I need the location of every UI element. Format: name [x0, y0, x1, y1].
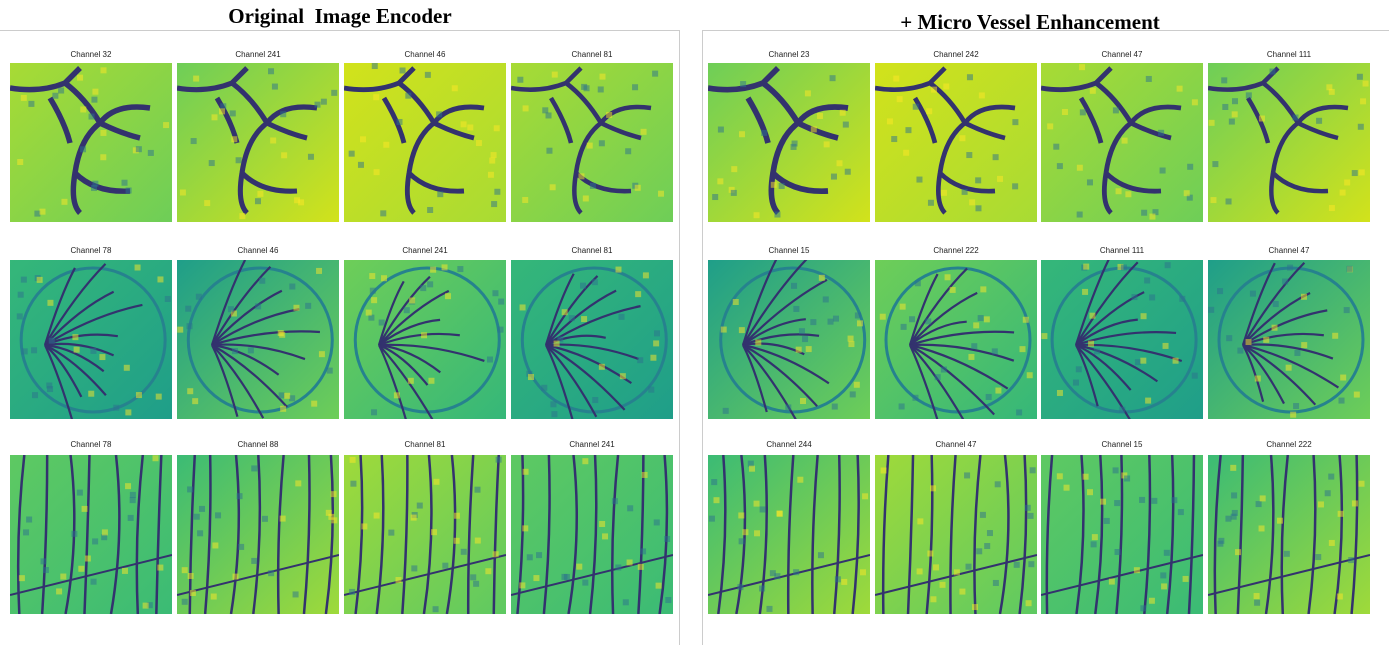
channel-label: Channel 244: [708, 440, 870, 449]
channel-label: Channel 88: [177, 440, 339, 449]
channel-label: Channel 111: [1208, 50, 1370, 59]
figure: Original Image Encoder + Micro Vessel En…: [0, 0, 1389, 645]
feature-map: [1208, 63, 1370, 222]
channel-label: Channel 15: [708, 246, 870, 255]
feature-map: [511, 455, 673, 614]
feature-map: [708, 260, 870, 419]
channel-label: Channel 23: [708, 50, 870, 59]
feature-map: [177, 260, 339, 419]
channel-label: Channel 81: [511, 50, 673, 59]
divider: [679, 30, 680, 645]
feature-map: [344, 260, 506, 419]
feature-map: [511, 260, 673, 419]
feature-map: [10, 260, 172, 419]
rule: [0, 30, 679, 31]
channel-label: Channel 78: [10, 246, 172, 255]
panel-title: + Micro Vessel Enhancement: [730, 10, 1330, 35]
channel-label: Channel 241: [511, 440, 673, 449]
channel-label: Channel 47: [1041, 50, 1203, 59]
panel-title: Original Image Encoder: [40, 4, 640, 29]
channel-label: Channel 46: [177, 246, 339, 255]
feature-map: [708, 63, 870, 222]
channel-label: Channel 222: [875, 246, 1037, 255]
rule: [702, 30, 1389, 31]
feature-map: [1208, 455, 1370, 614]
feature-map: [344, 455, 506, 614]
feature-map: [875, 63, 1037, 222]
feature-map: [177, 63, 339, 222]
channel-label: Channel 241: [177, 50, 339, 59]
channel-label: Channel 32: [10, 50, 172, 59]
feature-map: [10, 63, 172, 222]
channel-label: Channel 81: [511, 246, 673, 255]
feature-map: [875, 260, 1037, 419]
channel-label: Channel 241: [344, 246, 506, 255]
feature-map: [708, 455, 870, 614]
feature-map: [10, 455, 172, 614]
channel-label: Channel 47: [875, 440, 1037, 449]
feature-map: [1041, 455, 1203, 614]
feature-map: [177, 455, 339, 614]
feature-map: [344, 63, 506, 222]
feature-map: [1208, 260, 1370, 419]
channel-label: Channel 242: [875, 50, 1037, 59]
feature-map: [1041, 63, 1203, 222]
channel-label: Channel 111: [1041, 246, 1203, 255]
feature-map: [875, 455, 1037, 614]
channel-label: Channel 222: [1208, 440, 1370, 449]
channel-label: Channel 78: [10, 440, 172, 449]
feature-map: [511, 63, 673, 222]
channel-label: Channel 81: [344, 440, 506, 449]
channel-label: Channel 47: [1208, 246, 1370, 255]
channel-label: Channel 15: [1041, 440, 1203, 449]
divider: [702, 30, 703, 645]
feature-map: [1041, 260, 1203, 419]
channel-label: Channel 46: [344, 50, 506, 59]
